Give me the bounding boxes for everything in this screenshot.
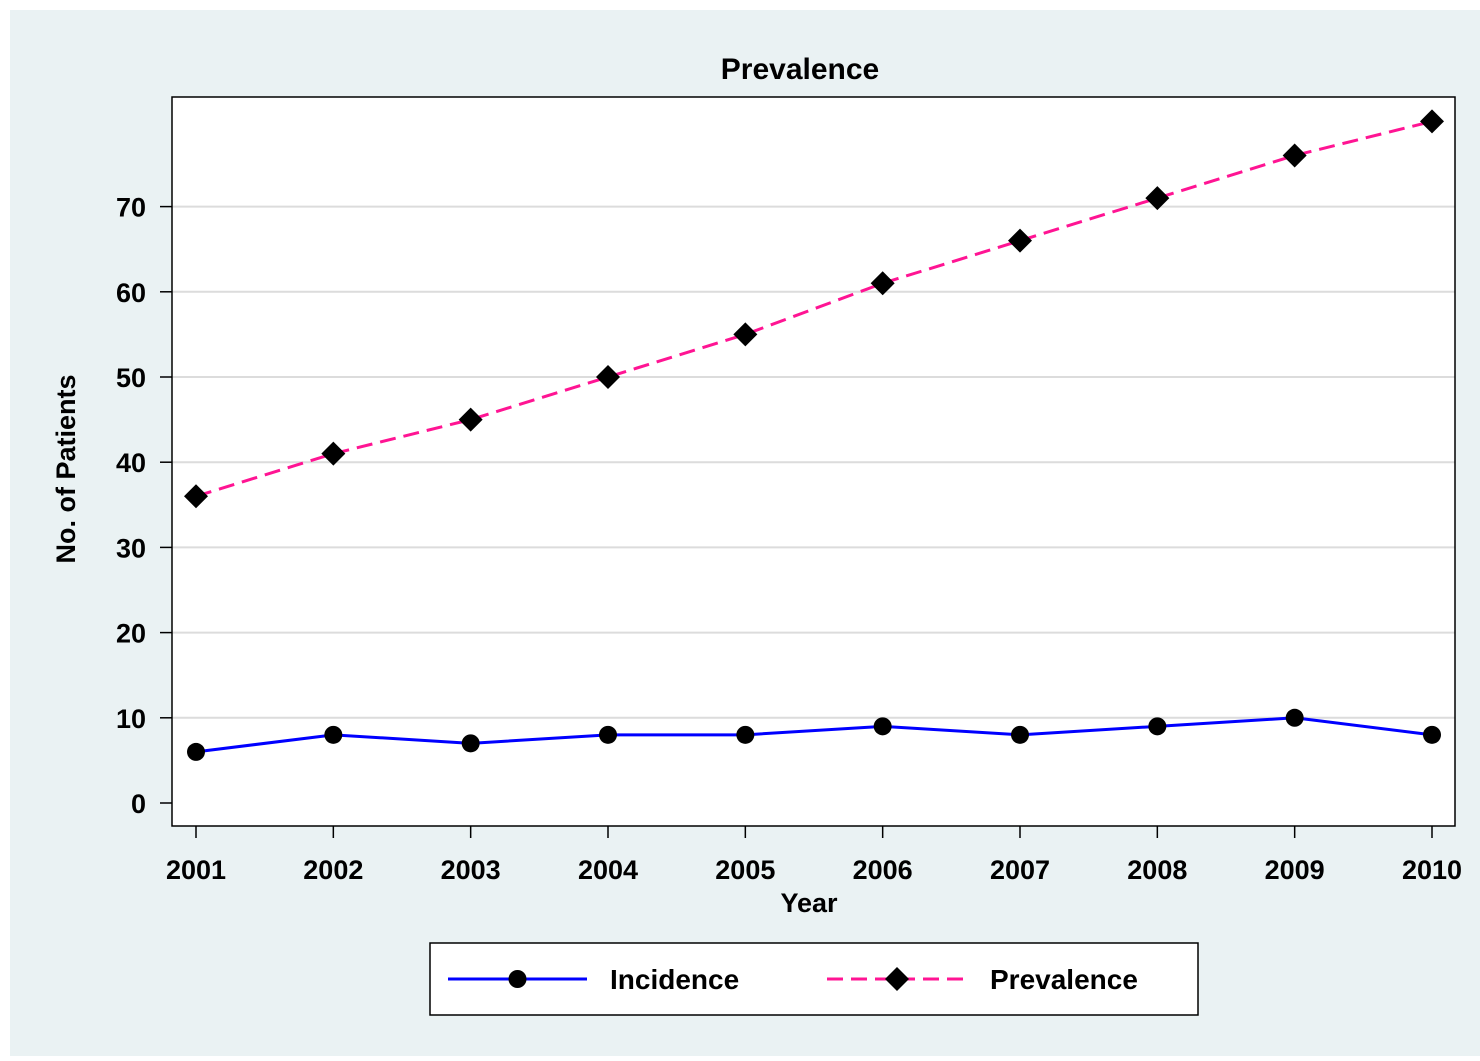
legend-marker <box>885 967 909 991</box>
data-point <box>596 365 620 389</box>
y-tick-label: 0 <box>131 789 146 819</box>
data-point <box>1282 143 1307 168</box>
series-incidence <box>187 708 1441 761</box>
series-layer <box>184 109 1444 761</box>
data-point <box>1423 725 1441 744</box>
y-axis: 0 10 20 30 40 50 60 70 <box>116 193 172 819</box>
data-point <box>1148 717 1167 736</box>
data-point <box>599 725 617 744</box>
data-point <box>187 742 205 761</box>
x-axis-label: Year <box>780 888 838 918</box>
data-point <box>1008 228 1032 253</box>
legend-marker <box>508 970 527 988</box>
x-axis: 2001 2002 2003 2004 2005 2006 2007 2008 2009 2010 <box>166 826 1462 885</box>
y-tick-label: 30 <box>116 533 146 563</box>
data-point <box>1011 725 1029 744</box>
data-point <box>184 484 208 509</box>
x-tick-label: 2007 <box>990 855 1050 885</box>
data-point <box>870 271 895 296</box>
legend-item-incidence: Incidence <box>448 964 739 995</box>
y-tick-label: 70 <box>116 193 146 223</box>
legend-label: Prevalence <box>990 964 1138 995</box>
data-point <box>733 322 758 347</box>
y-tick-label: 10 <box>116 704 146 734</box>
data-point <box>736 725 755 744</box>
x-tick-label: 2006 <box>853 855 913 885</box>
x-tick-label: 2004 <box>578 855 638 885</box>
legend-label: Incidence <box>610 964 739 995</box>
data-point <box>873 717 892 736</box>
data-point <box>461 734 480 753</box>
x-tick-label: 2009 <box>1265 855 1325 885</box>
data-point <box>1145 186 1170 211</box>
x-tick-label: 2001 <box>166 855 226 885</box>
y-tick-label: 40 <box>116 448 146 478</box>
gridlines <box>172 205 1455 719</box>
y-tick-label: 60 <box>116 278 146 308</box>
x-tick-label: 2005 <box>715 855 775 885</box>
series-prevalence <box>184 109 1444 509</box>
legend: Incidence Prevalence <box>429 942 1199 1016</box>
x-tick-label: 2008 <box>1127 855 1187 885</box>
data-point <box>1420 109 1444 134</box>
series-line <box>195 716 1433 754</box>
chart-title: Prevalence <box>721 53 879 86</box>
data-point <box>1285 708 1304 727</box>
y-axis-label: No. of Patients <box>51 374 81 563</box>
data-point <box>458 407 483 432</box>
x-tick-label: 2003 <box>441 855 501 885</box>
y-tick-label: 50 <box>116 363 146 393</box>
y-tick-label: 20 <box>116 619 146 649</box>
x-tick-label: 2010 <box>1402 855 1462 885</box>
x-tick-label: 2002 <box>303 855 363 885</box>
data-point <box>324 725 343 744</box>
data-point <box>321 441 346 466</box>
legend-item-prevalence: Prevalence <box>827 964 1138 995</box>
